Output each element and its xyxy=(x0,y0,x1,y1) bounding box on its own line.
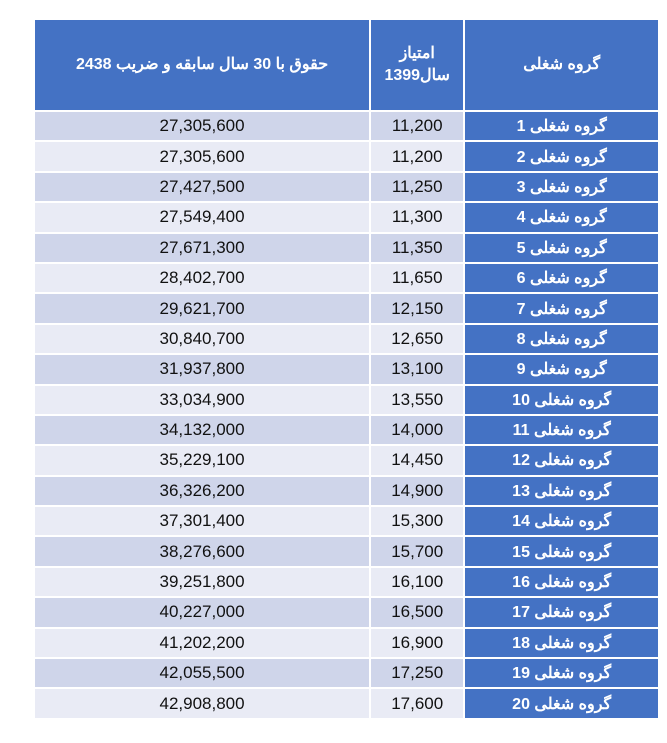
score-cell: 13,100 xyxy=(369,353,466,386)
salary-cell: 36,326,200 xyxy=(32,474,372,508)
group-cell: گروه شغلی 7 xyxy=(463,292,660,325)
table-row: 27,305,600 11,200 گروه شغلی 1 xyxy=(32,109,660,143)
group-cell: گروه شغلی 13 xyxy=(463,474,660,508)
score-cell: 14,450 xyxy=(369,444,466,477)
table-row: 28,402,700 11,650 گروه شغلی 6 xyxy=(32,261,660,295)
score-cell: 17,600 xyxy=(369,687,466,720)
score-cell: 12,150 xyxy=(369,292,466,325)
salary-cell: 27,427,500 xyxy=(32,170,372,204)
salary-cell: 27,671,300 xyxy=(32,231,372,264)
table-row: 42,908,800 17,600 گروه شغلی 20 xyxy=(32,687,660,720)
salary-cell: 42,908,800 xyxy=(32,687,372,720)
group-cell: گروه شغلی 19 xyxy=(463,657,660,690)
salary-cell: 40,227,000 xyxy=(32,596,372,629)
header-row: حقوق با 30 سال سابقه و ضریب 2438 امتیاز … xyxy=(32,18,660,112)
score-cell: 11,200 xyxy=(369,109,466,143)
group-cell: گروه شغلی 8 xyxy=(463,322,660,356)
table-row: 31,937,800 13,100 گروه شغلی 9 xyxy=(32,353,660,386)
table-row: 27,549,400 11,300 گروه شغلی 4 xyxy=(32,201,660,234)
table-row: 35,229,100 14,450 گروه شغلی 12 xyxy=(32,444,660,477)
salary-cell: 38,276,600 xyxy=(32,535,372,568)
header-score-line1: امتیاز xyxy=(399,45,435,62)
score-cell: 11,300 xyxy=(369,201,466,234)
group-cell: گروه شغلی 4 xyxy=(463,201,660,234)
score-cell: 14,000 xyxy=(369,413,466,447)
salary-cell: 37,301,400 xyxy=(32,505,372,538)
salary-table: حقوق با 30 سال سابقه و ضریب 2438 امتیاز … xyxy=(32,18,660,720)
score-cell: 16,100 xyxy=(369,565,466,599)
score-cell: 11,350 xyxy=(369,231,466,264)
group-cell: گروه شغلی 18 xyxy=(463,626,660,660)
table-row: 39,251,800 16,100 گروه شغلی 16 xyxy=(32,565,660,599)
group-cell: گروه شغلی 10 xyxy=(463,383,660,416)
group-cell: گروه شغلی 15 xyxy=(463,535,660,568)
group-cell: گروه شغلی 16 xyxy=(463,565,660,599)
group-cell: گروه شغلی 9 xyxy=(463,353,660,386)
score-cell: 17,250 xyxy=(369,657,466,690)
group-cell: گروه شغلی 20 xyxy=(463,687,660,720)
score-cell: 16,900 xyxy=(369,626,466,660)
group-cell: گروه شغلی 1 xyxy=(463,109,660,143)
header-score: امتیاز سال1399 xyxy=(369,18,466,112)
group-cell: گروه شغلی 6 xyxy=(463,261,660,295)
table-row: 27,671,300 11,350 گروه شغلی 5 xyxy=(32,231,660,264)
salary-cell: 33,034,900 xyxy=(32,383,372,416)
salary-cell: 27,305,600 xyxy=(32,140,372,173)
table-row: 42,055,500 17,250 گروه شغلی 19 xyxy=(32,657,660,690)
header-group: گروه شغلی xyxy=(463,18,660,112)
salary-cell: 35,229,100 xyxy=(32,444,372,477)
group-cell: گروه شغلی 14 xyxy=(463,505,660,538)
header-salary: حقوق با 30 سال سابقه و ضریب 2438 xyxy=(32,18,372,112)
salary-cell: 27,305,600 xyxy=(32,109,372,143)
score-cell: 14,900 xyxy=(369,474,466,508)
salary-cell: 31,937,800 xyxy=(32,353,372,386)
salary-cell: 30,840,700 xyxy=(32,322,372,356)
salary-cell: 42,055,500 xyxy=(32,657,372,690)
group-cell: گروه شغلی 5 xyxy=(463,231,660,264)
table-row: 37,301,400 15,300 گروه شغلی 14 xyxy=(32,505,660,538)
score-cell: 11,650 xyxy=(369,261,466,295)
salary-cell: 39,251,800 xyxy=(32,565,372,599)
score-cell: 15,700 xyxy=(369,535,466,568)
table-row: 38,276,600 15,700 گروه شغلی 15 xyxy=(32,535,660,568)
salary-cell: 34,132,000 xyxy=(32,413,372,447)
table-row: 34,132,000 14,000 گروه شغلی 11 xyxy=(32,413,660,447)
group-cell: گروه شغلی 11 xyxy=(463,413,660,447)
table-row: 40,227,000 16,500 گروه شغلی 17 xyxy=(32,596,660,629)
table-row: 29,621,700 12,150 گروه شغلی 7 xyxy=(32,292,660,325)
table-row: 41,202,200 16,900 گروه شغلی 18 xyxy=(32,626,660,660)
score-cell: 12,650 xyxy=(369,322,466,356)
table-row: 30,840,700 12,650 گروه شغلی 8 xyxy=(32,322,660,356)
table-row: 27,305,600 11,200 گروه شغلی 2 xyxy=(32,140,660,173)
salary-cell: 41,202,200 xyxy=(32,626,372,660)
group-cell: گروه شغلی 2 xyxy=(463,140,660,173)
salary-cell: 28,402,700 xyxy=(32,261,372,295)
table-row: 36,326,200 14,900 گروه شغلی 13 xyxy=(32,474,660,508)
score-cell: 11,200 xyxy=(369,140,466,173)
group-cell: گروه شغلی 17 xyxy=(463,596,660,629)
score-cell: 13,550 xyxy=(369,383,466,416)
score-cell: 15,300 xyxy=(369,505,466,538)
table-row: 27,427,500 11,250 گروه شغلی 3 xyxy=(32,170,660,204)
score-cell: 16,500 xyxy=(369,596,466,629)
salary-cell: 27,549,400 xyxy=(32,201,372,234)
group-cell: گروه شغلی 12 xyxy=(463,444,660,477)
group-cell: گروه شغلی 3 xyxy=(463,170,660,204)
score-cell: 11,250 xyxy=(369,170,466,204)
salary-cell: 29,621,700 xyxy=(32,292,372,325)
header-score-line2: سال1399 xyxy=(384,67,450,84)
table-row: 33,034,900 13,550 گروه شغلی 10 xyxy=(32,383,660,416)
